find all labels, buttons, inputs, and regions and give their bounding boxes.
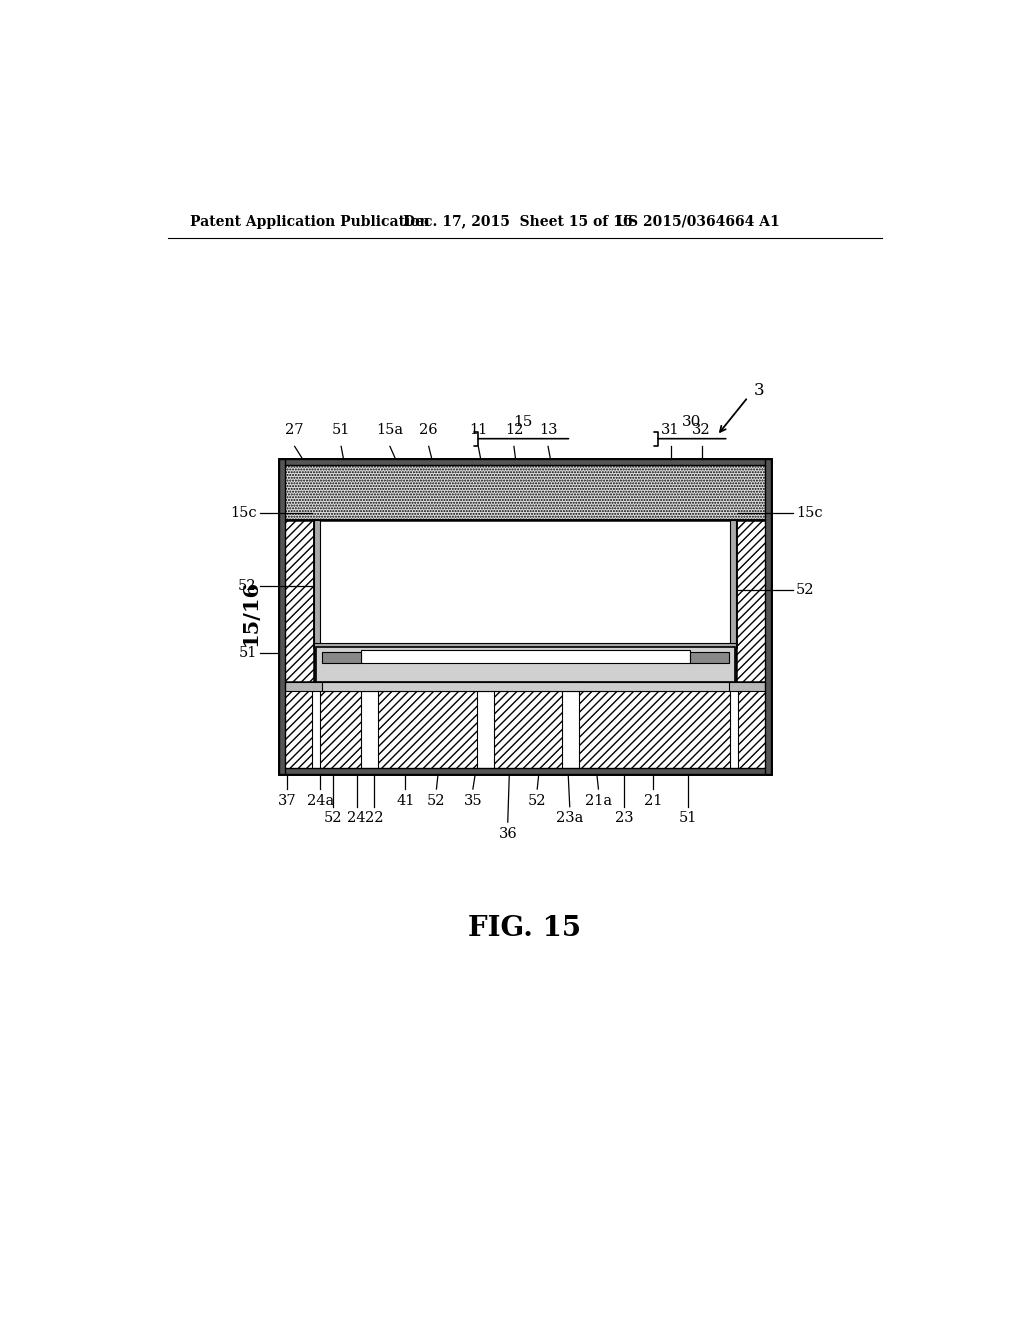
Text: 3: 3 [755, 383, 765, 400]
Bar [314, 520, 736, 647]
Text: FIG. 15: FIG. 15 [468, 915, 582, 942]
Text: 51: 51 [239, 645, 257, 660]
Bar [730, 520, 736, 647]
Bar [281, 682, 770, 692]
Text: 11: 11 [469, 424, 487, 437]
Bar [765, 459, 771, 775]
Bar [314, 520, 321, 647]
Bar [280, 682, 771, 775]
Text: 21a: 21a [585, 793, 612, 808]
Bar [280, 768, 771, 775]
Text: 23: 23 [614, 812, 633, 825]
Text: 27: 27 [286, 424, 304, 437]
Text: 52: 52 [528, 793, 547, 808]
Bar [314, 643, 736, 649]
Bar [562, 682, 579, 775]
Text: 22: 22 [366, 812, 384, 825]
Text: 12: 12 [505, 424, 523, 437]
Text: 52: 52 [427, 793, 445, 808]
Text: 15/16: 15/16 [241, 579, 260, 645]
Text: 31: 31 [662, 424, 680, 437]
Text: 24: 24 [347, 812, 366, 825]
Text: US 2015/0364664 A1: US 2015/0364664 A1 [616, 215, 780, 228]
Text: 52: 52 [239, 578, 257, 593]
Text: 15c: 15c [230, 506, 257, 520]
Text: Patent Application Publication: Patent Application Publication [190, 215, 430, 228]
Bar [312, 682, 321, 775]
Text: 15c: 15c [796, 506, 822, 520]
Bar [322, 682, 729, 692]
Text: 51: 51 [332, 424, 350, 437]
Bar [280, 459, 771, 520]
Bar [736, 520, 771, 682]
Text: 32: 32 [692, 424, 711, 437]
Text: 51: 51 [678, 812, 696, 825]
Text: 15a: 15a [377, 424, 403, 437]
Text: 52: 52 [796, 582, 814, 597]
Text: 24a: 24a [306, 793, 334, 808]
Text: 35: 35 [464, 793, 482, 808]
Text: 36: 36 [499, 826, 517, 841]
Text: Dec. 17, 2015  Sheet 15 of 16: Dec. 17, 2015 Sheet 15 of 16 [403, 215, 633, 228]
Bar [690, 652, 729, 663]
Bar [280, 459, 286, 775]
Text: 41: 41 [396, 793, 415, 808]
Bar [280, 520, 314, 682]
Text: 23a: 23a [556, 812, 584, 825]
Text: 30: 30 [682, 416, 701, 429]
Bar [360, 682, 378, 775]
Bar [322, 652, 360, 663]
Bar [280, 459, 771, 465]
Bar [477, 682, 494, 775]
Text: 26: 26 [420, 424, 438, 437]
Text: 37: 37 [278, 793, 296, 808]
Bar [360, 651, 690, 663]
Text: 13: 13 [539, 424, 557, 437]
Text: 52: 52 [325, 812, 343, 825]
Bar [730, 682, 738, 775]
Text: 15: 15 [514, 416, 532, 429]
Bar [315, 647, 735, 682]
Text: 21: 21 [644, 793, 663, 808]
Bar [280, 459, 771, 775]
